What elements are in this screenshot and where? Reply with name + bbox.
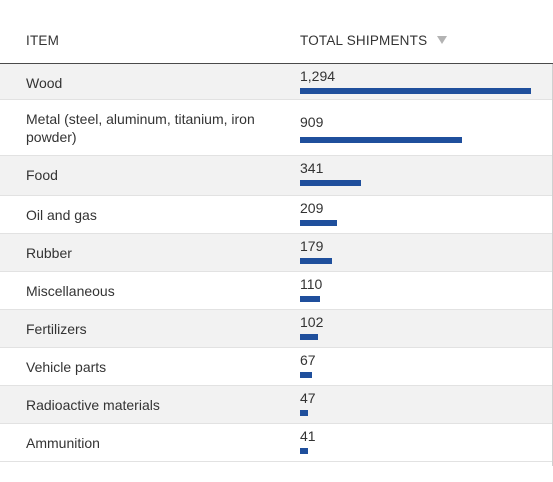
column-header-item[interactable]: ITEM <box>26 33 60 48</box>
row-value-bar <box>300 137 462 143</box>
table-row: Miscellaneous 110 <box>0 272 553 310</box>
table-row: Ammunition 41 <box>0 424 553 462</box>
row-item-label: Wood <box>26 75 63 91</box>
row-item-label: Oil and gas <box>26 207 97 223</box>
row-value-label: 179 <box>300 238 324 254</box>
table-header: ITEM TOTAL SHIPMENTS <box>0 0 553 64</box>
row-value-label: 909 <box>300 114 324 130</box>
row-item-label: Ammunition <box>26 435 100 451</box>
row-item-label: Rubber <box>26 245 72 261</box>
row-value-label: 41 <box>300 428 316 444</box>
table-row: Fertilizers 102 <box>0 310 553 348</box>
row-value-label: 67 <box>300 352 316 368</box>
table-row: Radioactive materials 47 <box>0 386 553 424</box>
row-value-bar <box>300 334 318 340</box>
row-value-bar <box>300 448 308 454</box>
row-item-label: Miscellaneous <box>26 283 115 299</box>
row-value-label: 110 <box>300 276 323 292</box>
table-row: Rubber 179 <box>0 234 553 272</box>
table-row: Vehicle parts 67 <box>0 348 553 386</box>
table-body: Wood 1,294 Metal (steel, aluminum, titaniu… <box>0 64 553 462</box>
row-value-label: 209 <box>300 200 324 216</box>
row-value-bar <box>300 296 320 302</box>
table-row: Oil and gas 209 <box>0 196 553 234</box>
table-row: Wood 1,294 <box>0 64 553 100</box>
table-row: Food 341 <box>0 156 553 196</box>
row-item-label: Radioactive materials <box>26 397 160 413</box>
row-value-label: 47 <box>300 390 316 406</box>
row-value-bar <box>300 410 308 416</box>
shipments-table: ITEM TOTAL SHIPMENTS Wood 1,294 Metal (ste… <box>0 0 553 466</box>
row-item-label: Food <box>26 167 58 183</box>
column-header-total-shipments[interactable]: TOTAL SHIPMENTS <box>300 33 448 48</box>
sort-descending-icon[interactable] <box>437 35 448 44</box>
row-item-label: Vehicle parts <box>26 359 107 375</box>
row-value-bar <box>300 88 531 94</box>
row-value-label: 1,294 <box>300 68 336 84</box>
row-value-bar <box>300 258 332 264</box>
row-value-label: 341 <box>300 160 324 176</box>
row-value-bar <box>300 180 361 186</box>
row-value-bar <box>300 220 337 226</box>
row-item-label: Metal (steel, aluminum, titanium, iron p… <box>26 111 255 145</box>
row-item-label: Fertilizers <box>26 321 87 337</box>
row-value-bar <box>300 372 312 378</box>
column-header-total-label: TOTAL SHIPMENTS <box>300 33 428 48</box>
table-row: Metal (steel, aluminum, titanium, iron p… <box>0 100 553 156</box>
row-value-label: 102 <box>300 314 324 330</box>
